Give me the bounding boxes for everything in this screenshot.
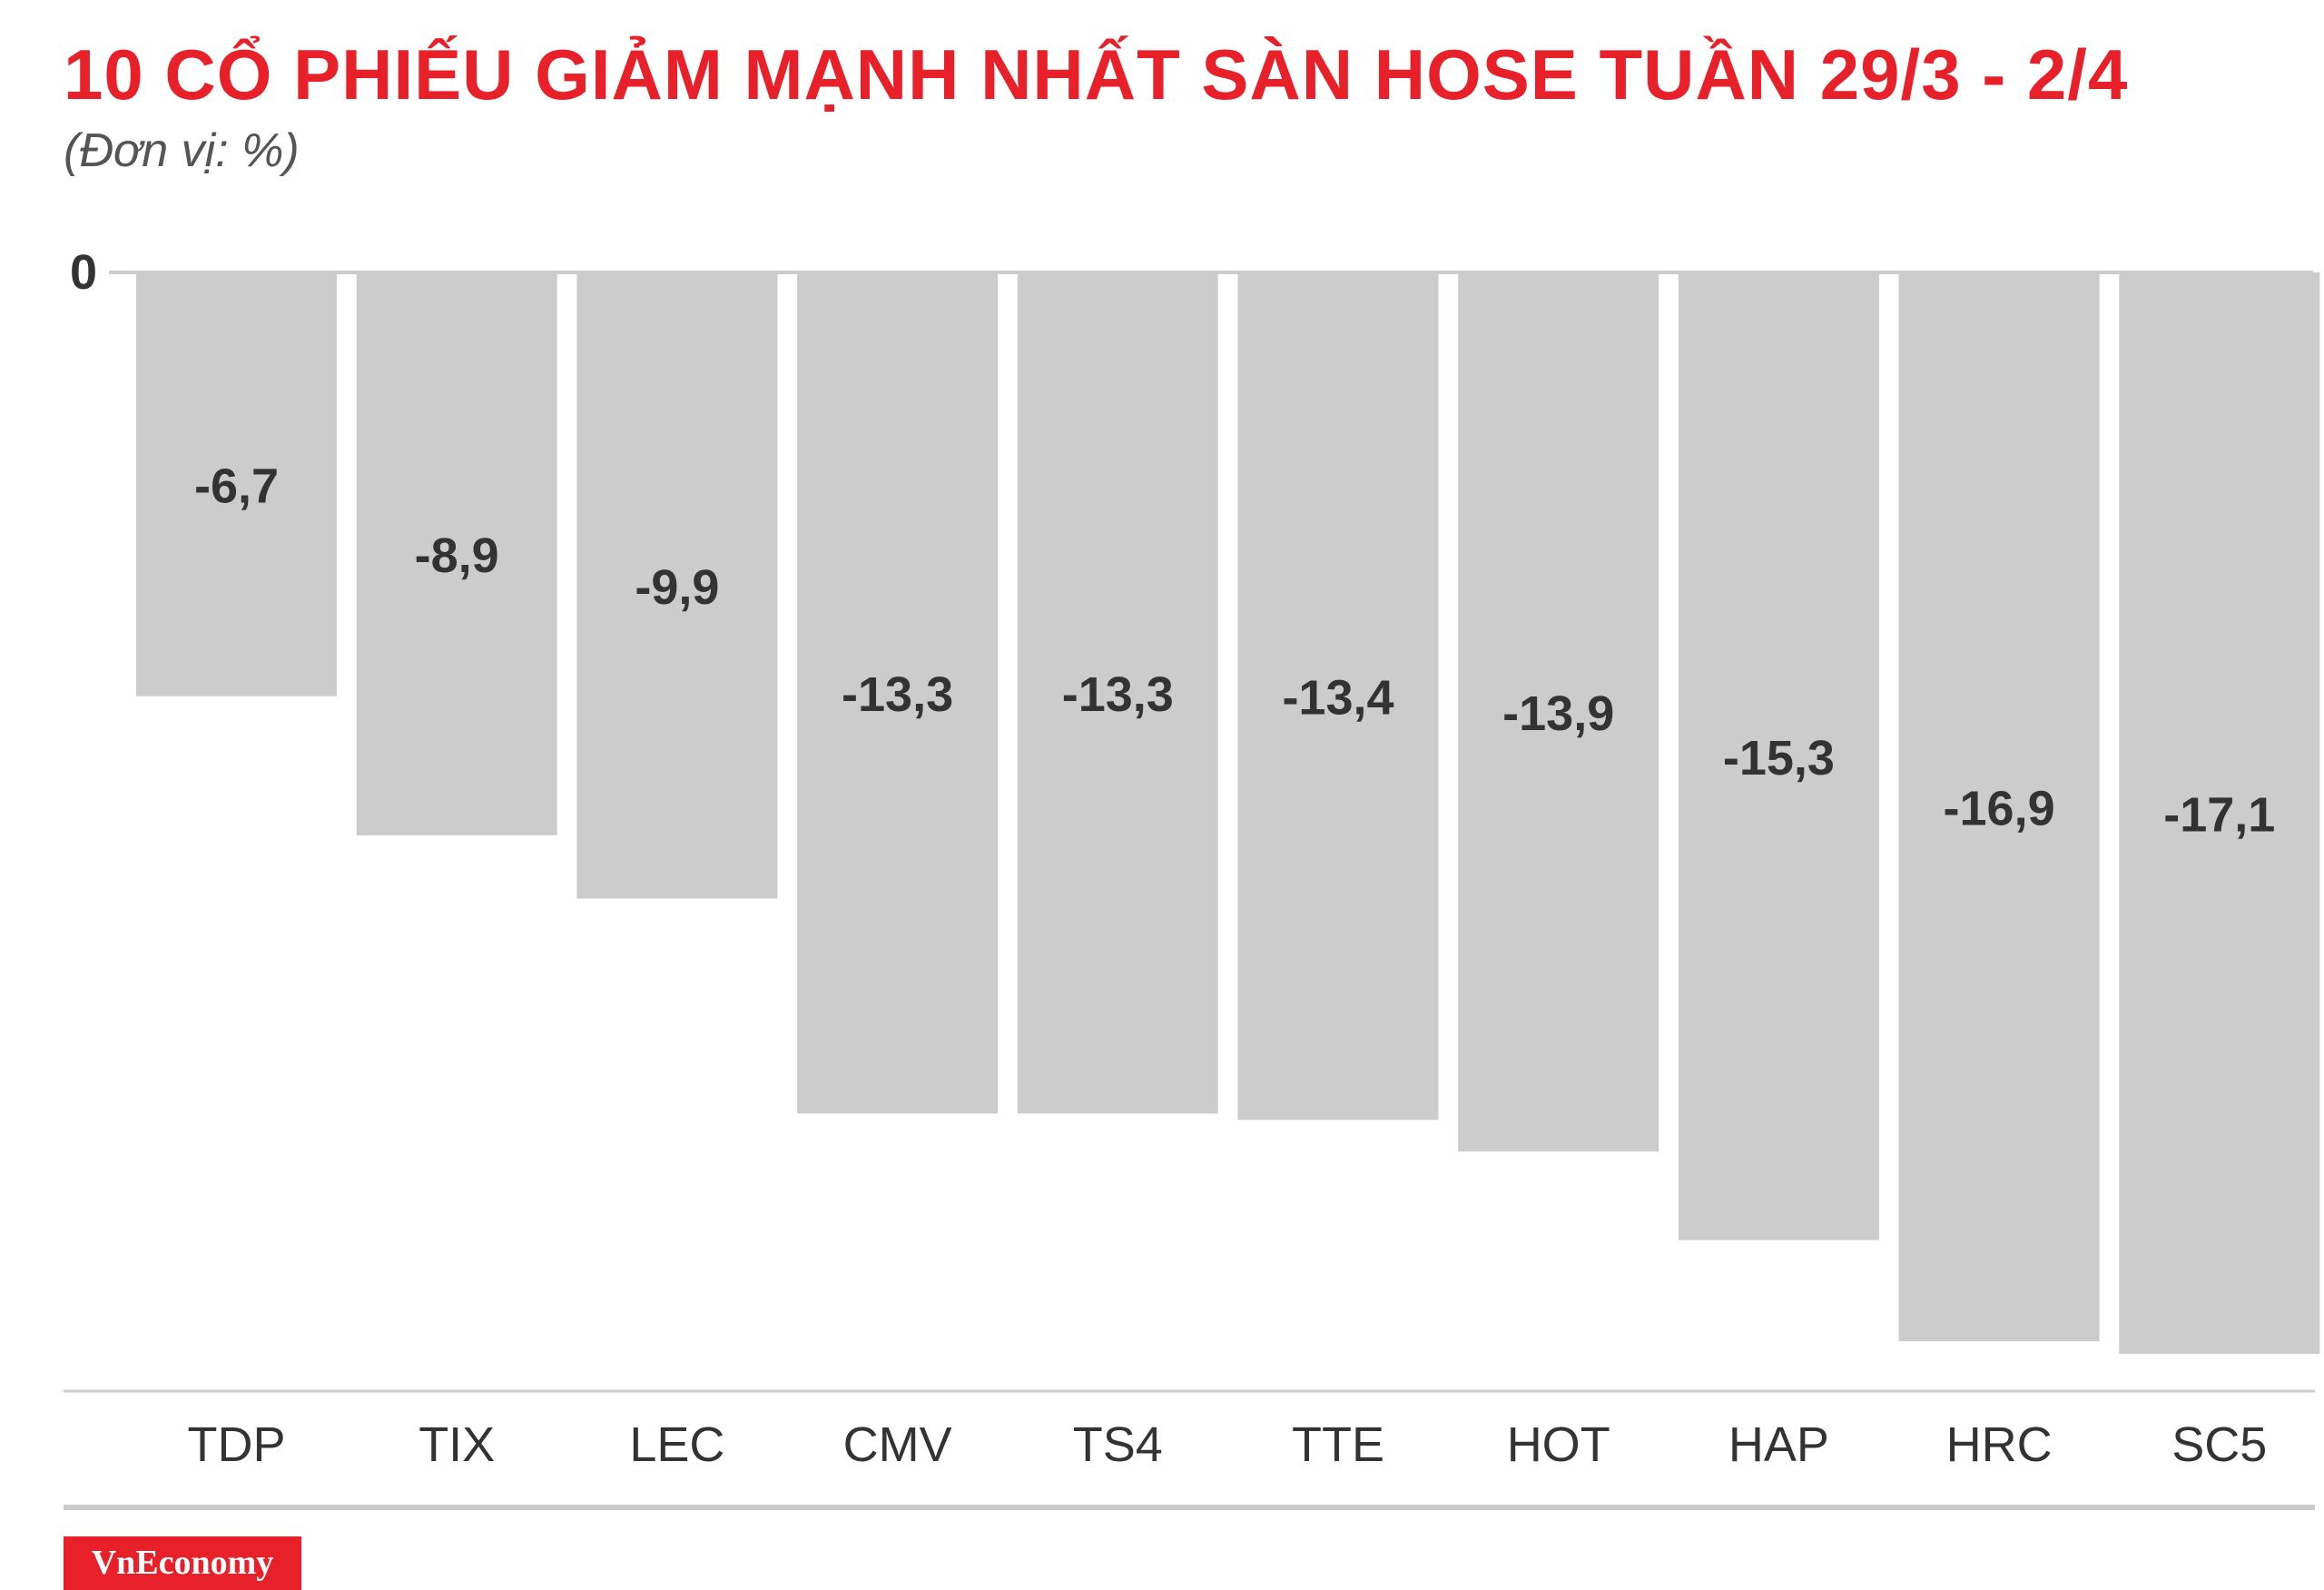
value-label: -15,3: [1723, 731, 1835, 785]
value-label: -8,9: [415, 528, 499, 583]
value-label: -9,9: [635, 560, 719, 615]
x-tick-label: HAP: [1728, 1417, 1829, 1472]
value-label: -13,3: [1062, 667, 1174, 722]
x-tick-label: LEC: [629, 1417, 724, 1472]
value-labels-group: -6,7 -8,9 -9,9 -13,3 -13,3 -13,4 -13,9 -15,3 -16…: [194, 459, 2275, 842]
value-label: -16,9: [1944, 782, 2055, 836]
bar-tdp: [136, 272, 337, 696]
x-tick-label: HOT: [1507, 1417, 1610, 1472]
bar-lec: [576, 272, 778, 899]
value-label: -6,7: [194, 459, 279, 513]
x-tick-label: HRC: [1946, 1417, 2053, 1472]
value-label: -17,1: [2163, 788, 2275, 843]
x-tick-label: TS4: [1073, 1417, 1163, 1472]
y-tick-label-zero: 0: [70, 245, 97, 300]
bar-cmv: [797, 272, 999, 1114]
bar-hot: [1458, 272, 1659, 1152]
bar-ts4: [1017, 272, 1218, 1114]
vneconomy-logo: VnEconomy: [64, 1536, 301, 1590]
x-tick-label: TDP: [188, 1417, 286, 1472]
bar-hap: [1678, 272, 1879, 1240]
value-label: -13,3: [842, 667, 953, 722]
chart-subtitle: (Đơn vị: %): [64, 124, 300, 177]
bar-hrc: [1898, 272, 2100, 1342]
bar-tix: [356, 272, 557, 835]
value-label: -13,4: [1282, 671, 1393, 726]
x-tick-label: SC5: [2171, 1417, 2267, 1472]
bar-tte: [1237, 272, 1439, 1121]
bars-group: [136, 272, 2320, 1354]
value-label: -13,9: [1502, 686, 1614, 741]
x-tick-label: TIX: [419, 1417, 495, 1472]
x-tick-label: CMV: [843, 1417, 952, 1472]
bar-sc5: [2119, 272, 2320, 1354]
chart-title: 10 CỔ PHIẾU GIẢM MẠNH NHẤT SÀN HOSE TUẦN…: [64, 35, 2129, 114]
x-tick-labels-group: TDP TIX LEC CMV TS4 TTE HOT HAP HRC SC5: [188, 1417, 2268, 1472]
x-tick-label: TTE: [1292, 1417, 1384, 1472]
